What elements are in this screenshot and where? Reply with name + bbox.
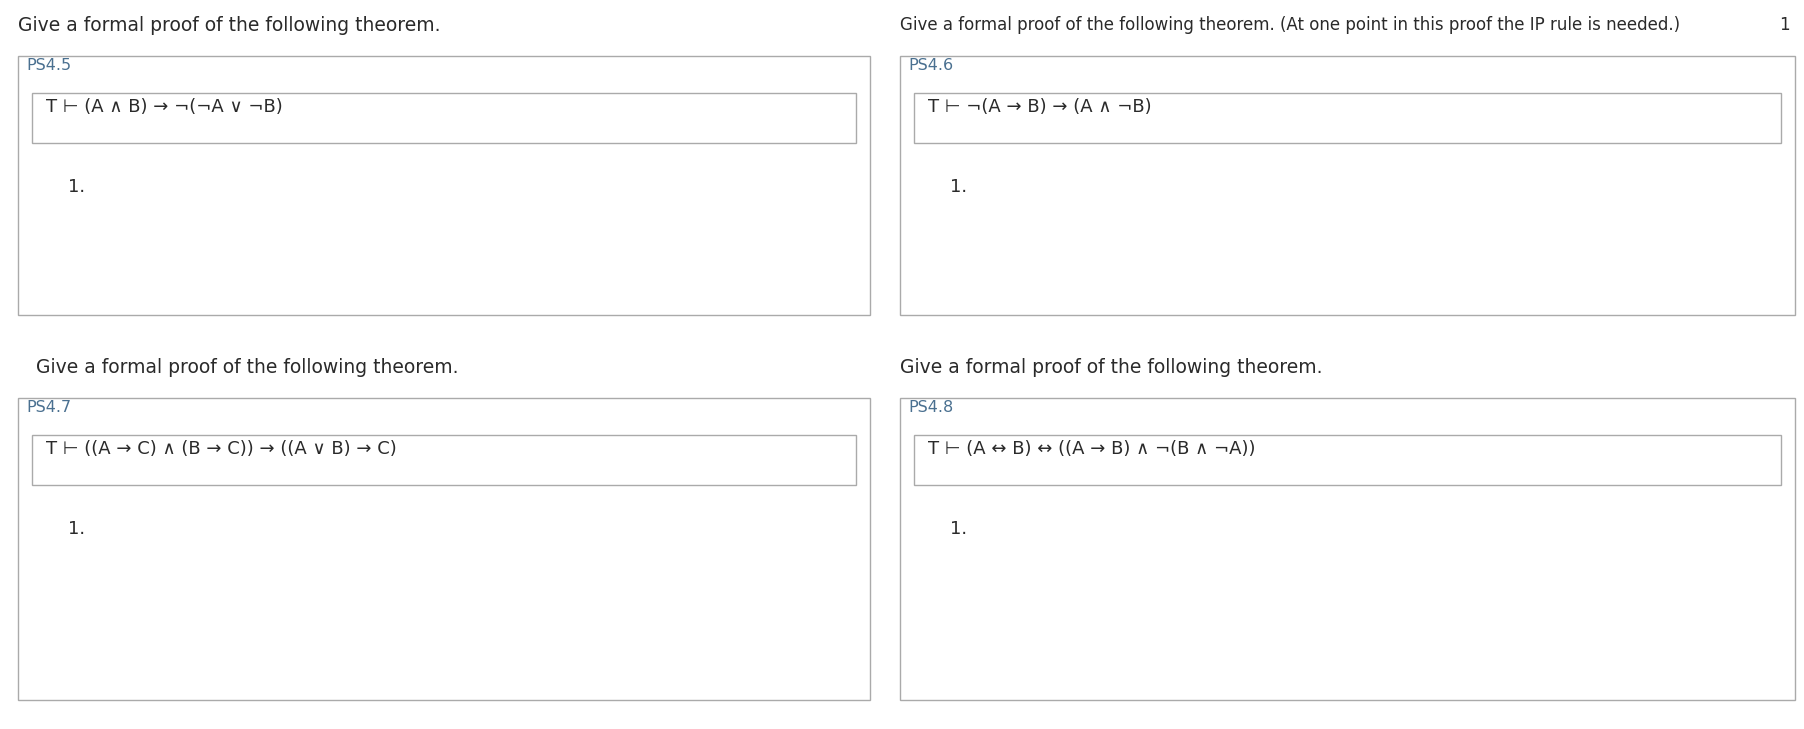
- Text: PS4.6: PS4.6: [907, 58, 953, 73]
- Text: Give a formal proof of the following theorem. (At one point in this proof the IP: Give a formal proof of the following the…: [900, 16, 1680, 34]
- Bar: [900, 56, 1795, 315]
- Bar: [18, 398, 870, 700]
- Bar: [915, 435, 1781, 485]
- Text: Give a formal proof of the following theorem.: Give a formal proof of the following the…: [900, 358, 1322, 377]
- Text: 1: 1: [1779, 16, 1790, 34]
- Text: T ⊢ (A ↔ B) ↔ ((A → B) ∧ ¬(B ∧ ¬A)): T ⊢ (A ↔ B) ↔ ((A → B) ∧ ¬(B ∧ ¬A)): [927, 440, 1256, 458]
- Text: T ⊢ (A ∧ B) → ¬(¬A ∨ ¬B): T ⊢ (A ∧ B) → ¬(¬A ∨ ¬B): [45, 98, 283, 116]
- Text: PS4.7: PS4.7: [25, 400, 70, 415]
- Bar: [32, 93, 857, 143]
- Bar: [915, 93, 1781, 143]
- Bar: [32, 435, 857, 485]
- Text: 1.: 1.: [951, 178, 967, 196]
- Bar: [900, 398, 1795, 700]
- Bar: [18, 56, 870, 315]
- Text: T ⊢ ¬(A → B) → (A ∧ ¬B): T ⊢ ¬(A → B) → (A ∧ ¬B): [927, 98, 1151, 116]
- Text: Give a formal proof of the following theorem.: Give a formal proof of the following the…: [36, 358, 458, 377]
- Text: PS4.5: PS4.5: [25, 58, 70, 73]
- Text: PS4.8: PS4.8: [907, 400, 953, 415]
- Text: Give a formal proof of the following theorem.: Give a formal proof of the following the…: [18, 16, 440, 35]
- Text: 1.: 1.: [69, 520, 85, 538]
- Text: T ⊢ ((A → C) ∧ (B → C)) → ((A ∨ B) → C): T ⊢ ((A → C) ∧ (B → C)) → ((A ∨ B) → C): [45, 440, 397, 458]
- Text: 1.: 1.: [69, 178, 85, 196]
- Text: 1.: 1.: [951, 520, 967, 538]
